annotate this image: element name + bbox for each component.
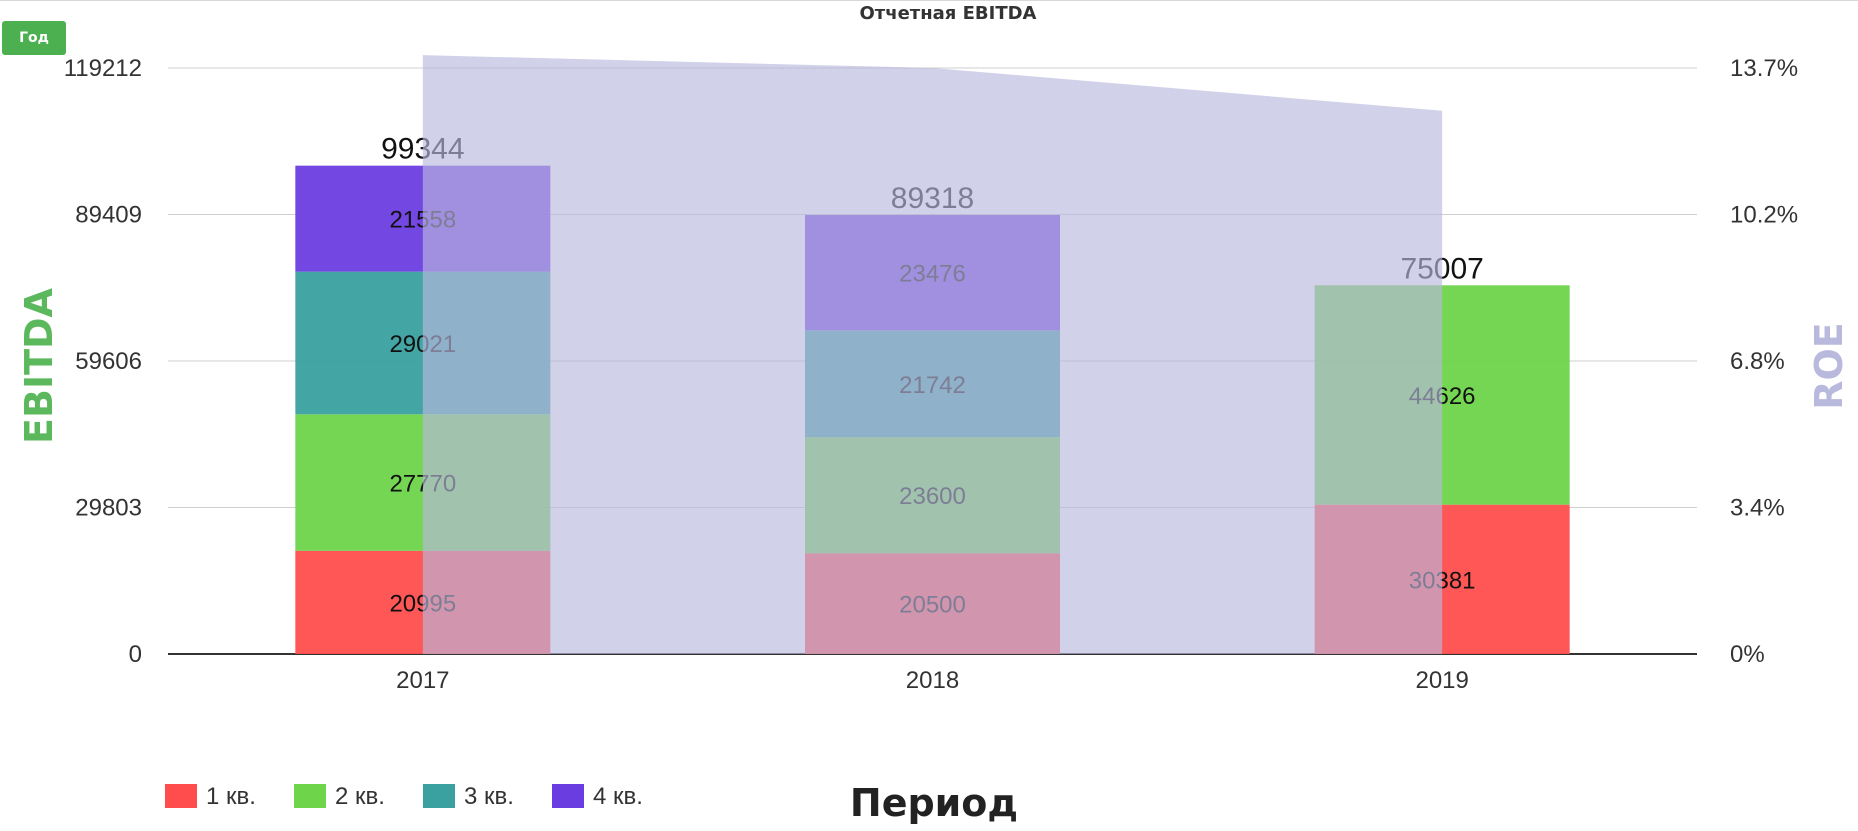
chart-title: Отчетная EBITDA: [859, 3, 1036, 24]
y2-tick-label: 0%: [1730, 641, 1765, 668]
legend-label: 1 кв.: [206, 783, 256, 810]
top-divider: [0, 0, 1858, 1]
y-axis-title: EBITDA: [17, 287, 61, 444]
x-tick-label: 2018: [906, 667, 959, 694]
roe-area: [422, 55, 1443, 654]
legend-swatch: [294, 784, 326, 808]
y-tick-label: 59606: [75, 348, 142, 375]
y2-tick-label: 13.7%: [1730, 55, 1798, 82]
y2-tick-label: 3.4%: [1730, 495, 1785, 522]
legend-label: 4 кв.: [593, 783, 643, 810]
y-tick-label: 119212: [64, 55, 142, 82]
legend-swatch: [165, 784, 197, 808]
legend-label: 3 кв.: [464, 783, 514, 810]
y-tick-label: 89409: [75, 202, 142, 229]
y-tick-label: 0: [129, 641, 142, 668]
legend-swatch: [552, 784, 584, 808]
x-axis-title: Период: [850, 781, 1018, 825]
y2-tick-label: 6.8%: [1730, 348, 1785, 375]
y-tick-label: 29803: [75, 495, 142, 522]
y2-axis-title: ROE: [1807, 322, 1851, 410]
x-tick-label: 2017: [396, 667, 449, 694]
period-year-button[interactable]: Год: [2, 21, 66, 55]
x-tick-label: 2019: [1415, 667, 1468, 694]
legend-label: 2 кв.: [335, 783, 385, 810]
legend-swatch: [423, 784, 455, 808]
y2-tick-label: 10.2%: [1730, 202, 1798, 229]
